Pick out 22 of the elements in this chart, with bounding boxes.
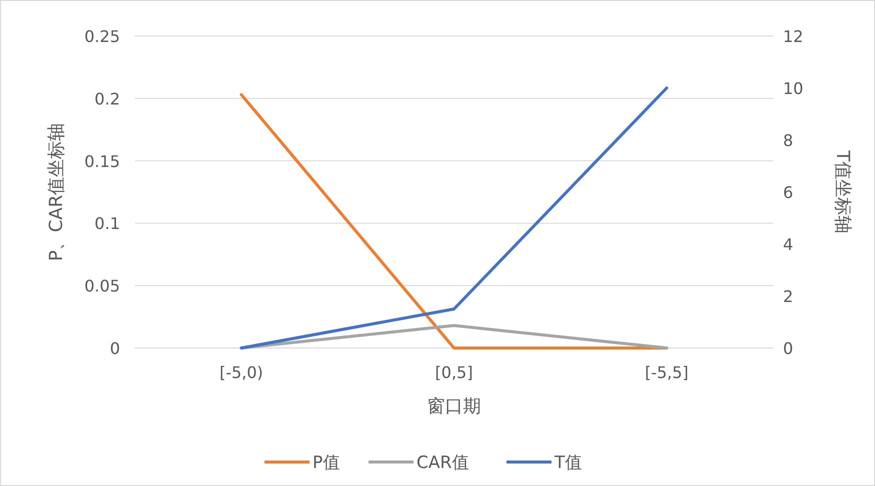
y2-tick-label: 10	[783, 79, 804, 98]
y-axis-title: P、CAR值坐标轴	[46, 122, 67, 262]
y2-tick-label: 0	[783, 339, 794, 358]
y-tick-label: 0.05	[84, 276, 120, 296]
y-tick-label: 0	[110, 339, 120, 358]
legend-label: CAR值	[416, 453, 469, 473]
y-tick-label: 0.2	[94, 89, 120, 108]
legend-label: P值	[312, 453, 340, 473]
x-tick-label: [-5,5]	[644, 363, 689, 382]
y2-tick-label: 4	[783, 235, 794, 254]
x-tick-label: [0,5]	[435, 363, 473, 382]
y2-tick-label: 2	[783, 287, 794, 306]
x-tick-label: [-5,0)	[219, 363, 264, 382]
y-tick-label: 0.1	[94, 214, 120, 234]
y-tick-label: 0.15	[84, 152, 120, 171]
legend-label: T值	[554, 453, 582, 473]
y2-axis-title: T值坐标轴	[832, 150, 853, 234]
y-tick-label: 0.25	[84, 27, 120, 46]
y2-tick-label: 8	[783, 131, 794, 150]
y2-tick-label: 6	[783, 183, 794, 202]
x-axis-title: 窗口期	[427, 396, 481, 417]
y2-tick-label: 12	[783, 27, 804, 46]
